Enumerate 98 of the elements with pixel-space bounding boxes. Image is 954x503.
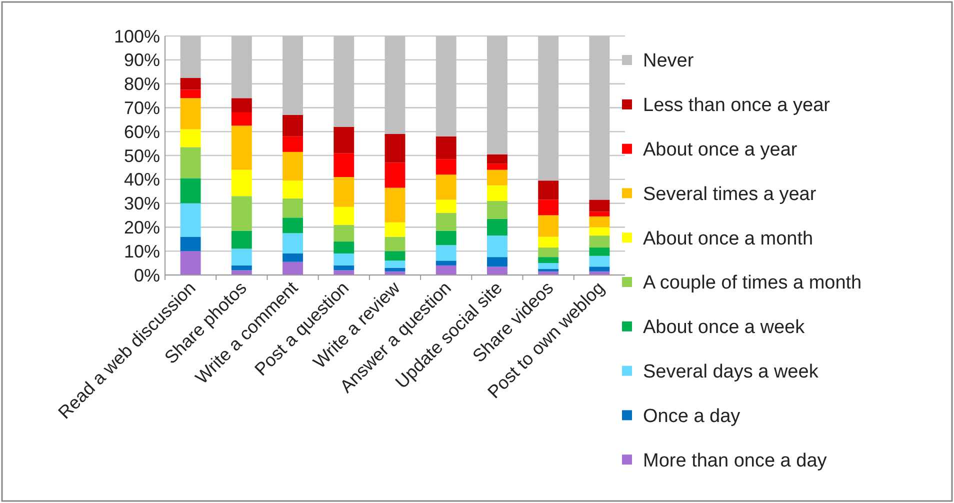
legend-label: Once a day	[643, 406, 741, 427]
bar	[538, 263, 559, 270]
legend-label: About once a month	[643, 228, 814, 250]
bar	[384, 134, 406, 163]
bar	[487, 185, 508, 201]
bar	[334, 126, 354, 154]
bar	[384, 268, 406, 272]
y-tick-label: 90%	[124, 50, 160, 70]
bar	[384, 251, 406, 261]
bar	[384, 222, 406, 237]
bar	[487, 164, 508, 170]
y-tick-label: 50%	[124, 146, 160, 166]
bar	[231, 196, 252, 231]
bar	[589, 236, 610, 248]
bar	[334, 253, 354, 266]
legend-label: Never	[643, 50, 694, 72]
bar	[334, 177, 354, 207]
bar	[384, 162, 406, 188]
bar	[231, 170, 252, 196]
bar	[589, 212, 610, 216]
bar	[334, 242, 354, 254]
bar	[282, 198, 303, 218]
bar	[589, 227, 610, 236]
bar	[487, 200, 508, 219]
y-tick-label: 70%	[124, 98, 160, 118]
bar	[487, 218, 508, 236]
bar	[589, 248, 610, 256]
y-tick-label: 80%	[124, 74, 160, 94]
bar	[282, 180, 303, 199]
bar	[436, 260, 456, 266]
legend-label: About once a week	[643, 317, 806, 338]
bar	[436, 212, 456, 231]
bar	[384, 260, 406, 268]
bar	[538, 200, 559, 216]
bar	[180, 78, 201, 90]
bar	[180, 236, 201, 252]
bar	[334, 224, 354, 242]
bar	[538, 215, 559, 237]
bar	[487, 266, 508, 275]
bar	[589, 256, 610, 267]
bar	[589, 266, 610, 272]
y-tick-label: 60%	[124, 122, 160, 142]
legend-label: More than once a day	[643, 450, 828, 472]
bar	[436, 245, 456, 261]
bar	[538, 180, 559, 200]
bar	[487, 154, 508, 164]
bar	[231, 270, 252, 275]
bar	[282, 262, 303, 275]
bar	[436, 174, 456, 200]
bar	[436, 200, 456, 213]
legend-label: Several days a week	[643, 361, 819, 382]
bar	[384, 236, 406, 252]
y-tick-label: 30%	[124, 194, 160, 214]
bar	[282, 152, 303, 181]
bar	[538, 257, 559, 264]
y-tick-label: 100%	[114, 26, 160, 46]
y-tick-label: 0%	[134, 265, 160, 286]
bar	[231, 230, 252, 249]
bar	[487, 170, 508, 186]
bar	[282, 136, 303, 152]
bar	[231, 98, 252, 112]
bar	[180, 90, 201, 98]
bar	[436, 159, 456, 175]
bar	[282, 114, 303, 136]
bar	[384, 188, 406, 222]
bar	[334, 206, 354, 225]
bar	[180, 178, 201, 204]
bar	[436, 230, 456, 246]
bar	[180, 129, 201, 148]
legend-label: A couple of times a month	[643, 272, 862, 294]
y-tick-label: 10%	[124, 241, 160, 262]
bar	[334, 265, 354, 270]
bar	[231, 265, 252, 270]
bar	[180, 147, 201, 178]
legend-label: About once a year	[643, 139, 798, 160]
bar	[487, 236, 508, 258]
bar	[538, 236, 559, 248]
bar	[180, 251, 201, 275]
y-tick-label: 20%	[124, 218, 160, 238]
bar	[231, 112, 252, 126]
bar	[538, 248, 559, 258]
bar	[231, 248, 252, 266]
bar	[334, 270, 354, 275]
y-tick-label: 40%	[124, 170, 160, 190]
bar	[436, 265, 456, 275]
legend-label: Several times a year	[643, 184, 817, 205]
bar	[282, 253, 303, 262]
bar	[180, 98, 201, 130]
bar	[589, 216, 610, 228]
bar	[487, 257, 508, 267]
legend-label: Less than once a year	[643, 95, 831, 116]
bar	[589, 200, 610, 212]
bar	[231, 126, 252, 170]
bar	[334, 153, 354, 178]
bar	[436, 136, 456, 160]
bar	[180, 203, 201, 237]
bar	[282, 218, 303, 234]
bar	[282, 233, 303, 254]
